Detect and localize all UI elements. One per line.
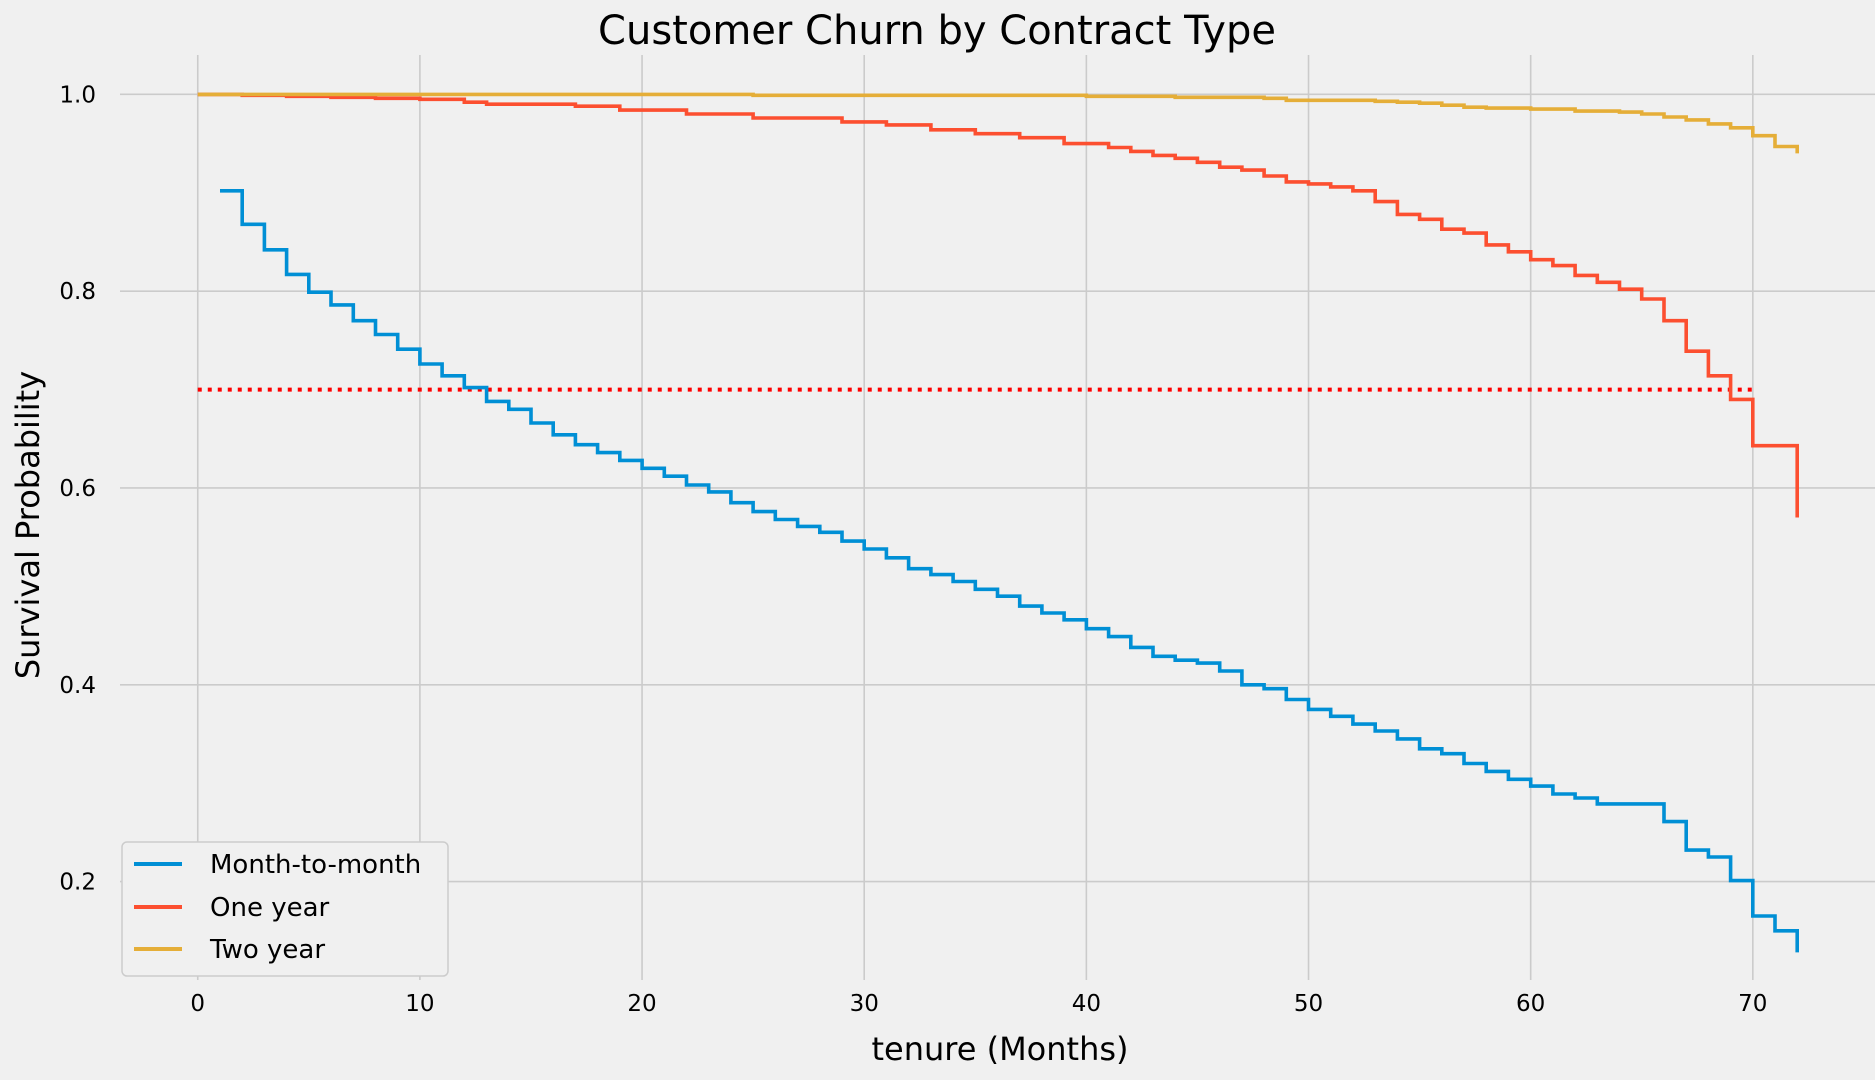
y-tick-label-3: 0.8: [59, 279, 96, 305]
x-tick-label-60: 60: [1516, 991, 1545, 1017]
chart-title: Customer Churn by Contract Type: [598, 8, 1276, 54]
x-tick-label-0: 0: [190, 991, 205, 1017]
y-tick-label-2: 0.6: [59, 476, 96, 502]
legend-label-one-year: One year: [210, 893, 330, 923]
x-tick-label-20: 20: [627, 991, 656, 1017]
series-line-month-to-month: [220, 189, 1799, 953]
y-tick-labels: 0.2 0.4 0.6 0.8 1.0: [59, 82, 96, 895]
x-tick-label-70: 70: [1738, 991, 1767, 1017]
y-axis-label: Survival Probability: [9, 371, 47, 679]
legend-label-two-year: Two year: [209, 935, 325, 965]
y-tick-label-0: 0.2: [59, 870, 96, 896]
y-tick-label-4: 1.0: [59, 82, 96, 108]
legend-label-month-to-month: Month-to-month: [210, 850, 421, 880]
series-lines: [197, 92, 1799, 953]
series-line-one-year: [197, 92, 1799, 518]
x-tick-label-50: 50: [1294, 991, 1323, 1017]
legend: Month-to-month One year Two year: [121, 841, 449, 977]
legend-frame: [121, 841, 449, 977]
x-axis-label: tenure (Months): [871, 1030, 1128, 1068]
x-tick-label-40: 40: [1072, 991, 1101, 1017]
x-tick-label-30: 30: [850, 991, 879, 1017]
x-tick-labels: 0 10 20 30 40 50 60 70: [190, 991, 1767, 1017]
x-tick-label-10: 10: [405, 991, 434, 1017]
series-line-two-year: [197, 92, 1799, 154]
y-tick-label-1: 0.4: [59, 673, 96, 699]
